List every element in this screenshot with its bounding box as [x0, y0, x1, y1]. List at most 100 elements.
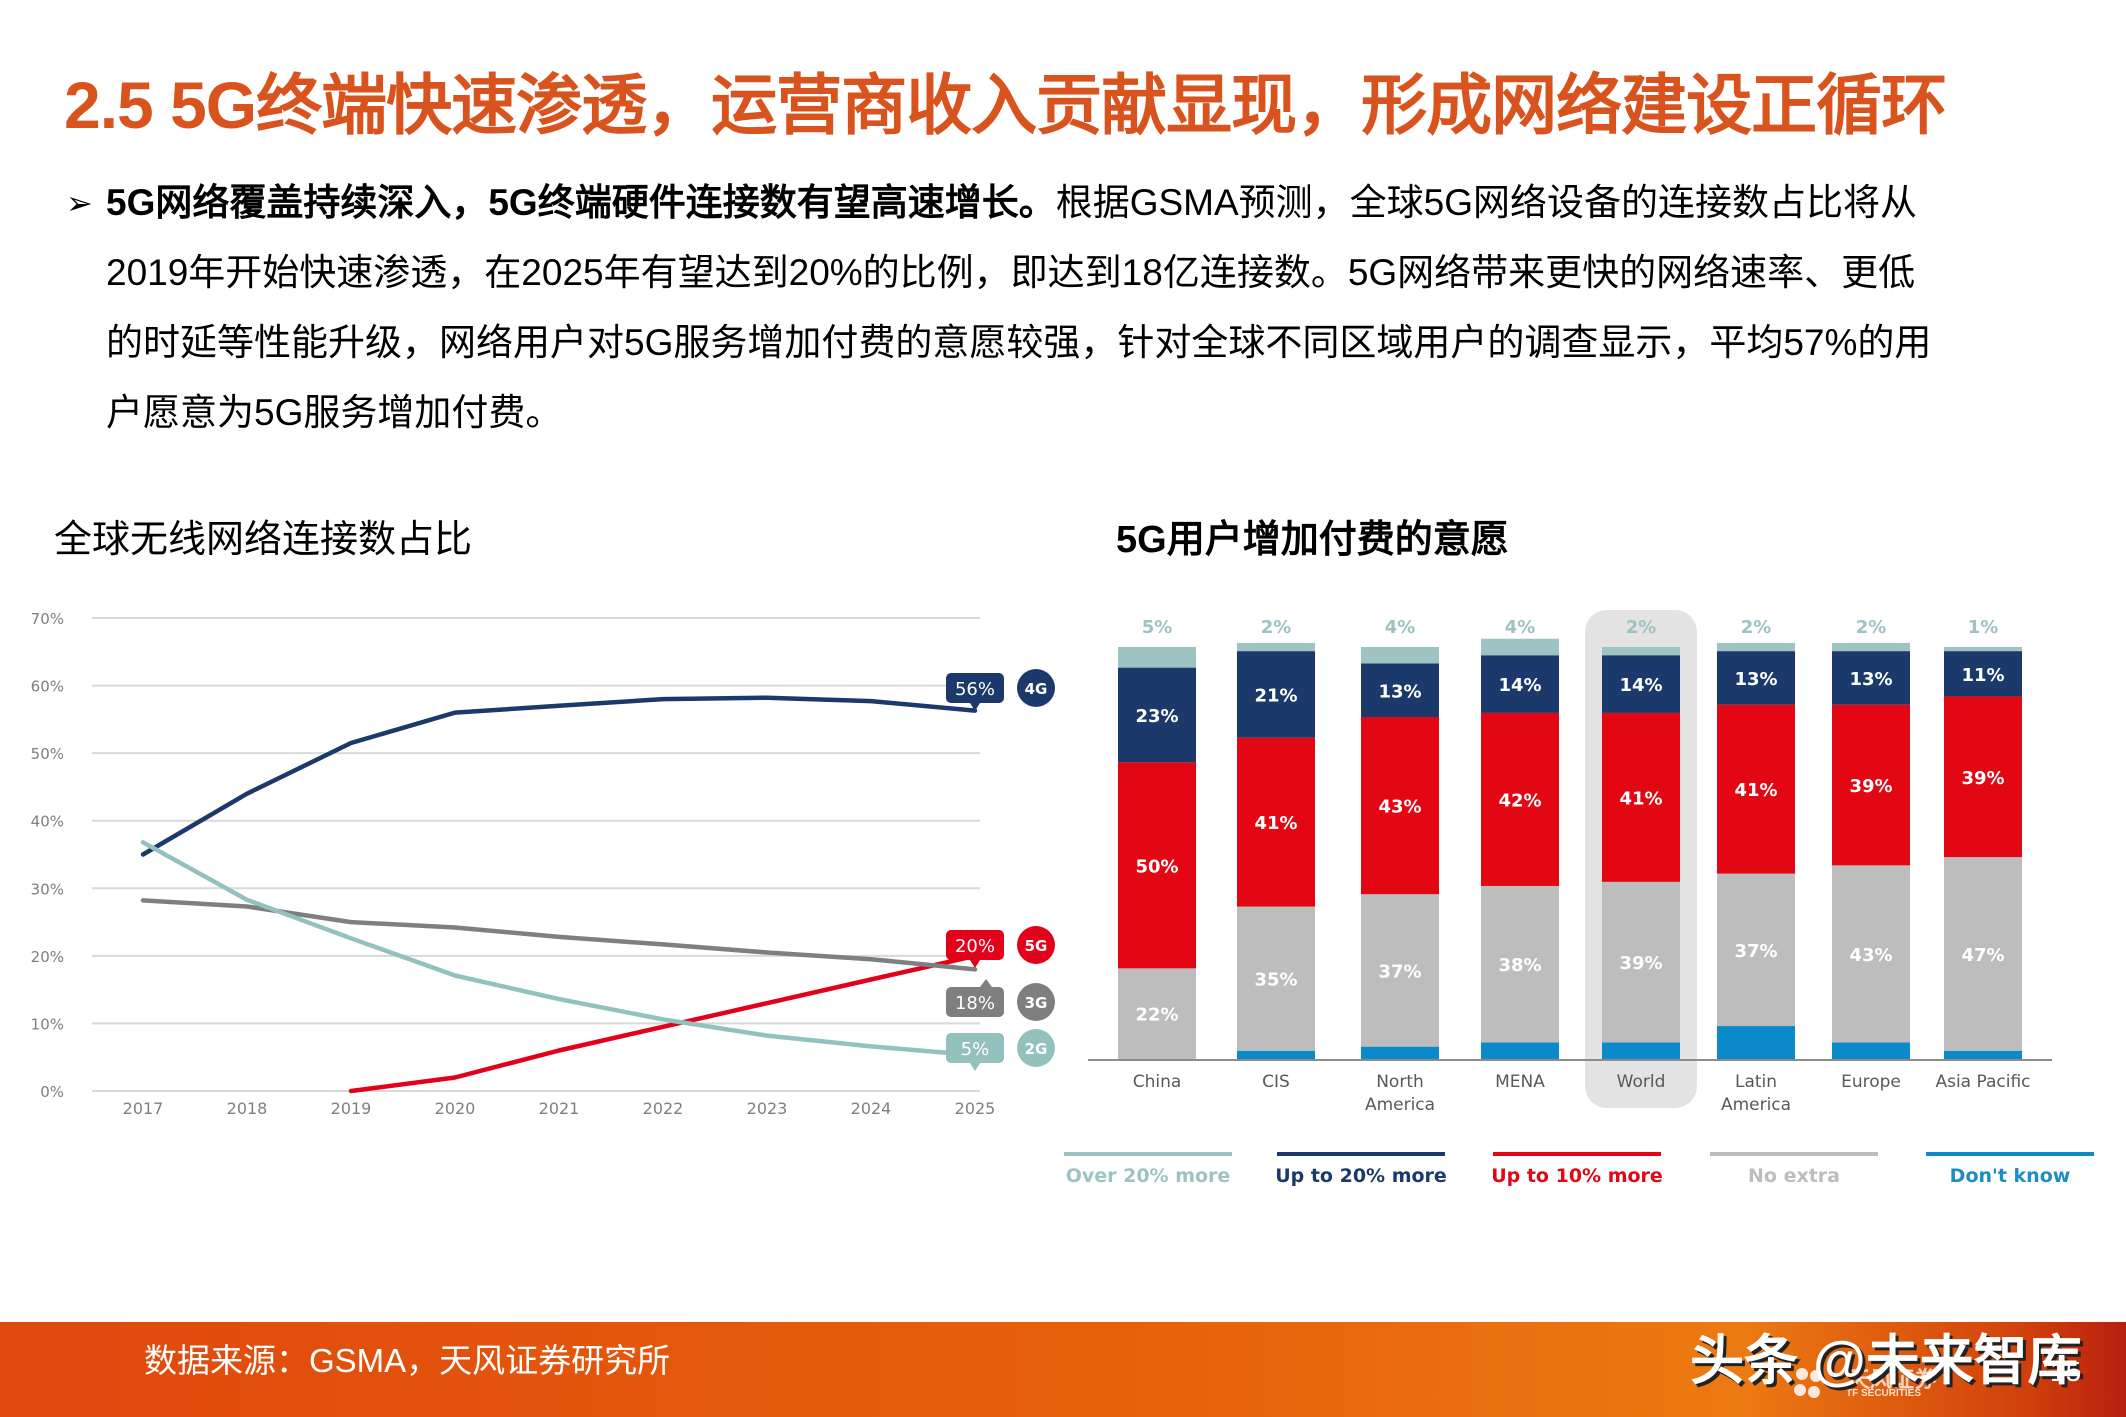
- segment-label: 37%: [1378, 961, 1421, 982]
- legend-item: Up to 20% more: [1275, 1152, 1447, 1187]
- x-tick-label: 2019: [331, 1099, 372, 1118]
- bar-group: 4%38%42%14%4%MENA: [1451, 617, 1589, 1092]
- legend-swatch: [1277, 1152, 1445, 1156]
- category-label: America: [1365, 1095, 1435, 1115]
- bar-segment: [1481, 655, 1559, 713]
- value-callout: [946, 1033, 1004, 1063]
- category-label: Asia Pacific: [1935, 1072, 2030, 1092]
- bar-segment: [1481, 712, 1559, 886]
- end-value-label: 20%: [955, 936, 995, 957]
- page-number: 15: [2050, 1356, 2082, 1387]
- end-value-label: 18%: [955, 993, 995, 1014]
- logo-subtext: TF SECURITIES: [1846, 1388, 1922, 1399]
- bullet-line-3: 的时延等性能升级，网络用户对5G服务增加付费的意愿较强，针对全球不同区域用户的调…: [106, 322, 1932, 363]
- series-badge: [1017, 983, 1055, 1021]
- callout-pointer: [980, 979, 992, 987]
- bar-segment: [1118, 647, 1196, 668]
- bullet-text: 根据GSMA预测，全球5G网络设备的连接数占比将从: [1055, 182, 1918, 223]
- bar-segment: [1481, 638, 1559, 656]
- bar-segment: [1602, 1042, 1680, 1059]
- x-tick-label: 2025: [955, 1099, 996, 1118]
- legend-label: Up to 20% more: [1275, 1165, 1447, 1187]
- value-callout: [946, 673, 1004, 703]
- segment-label: 5%: [1142, 617, 1173, 638]
- y-tick-label: 10%: [31, 1015, 64, 1033]
- series-badge-label: 4G: [1025, 680, 1048, 698]
- x-tick-label: 2018: [227, 1099, 268, 1118]
- segment-label: 1%: [1968, 617, 1999, 638]
- segment-label: 43%: [1378, 797, 1421, 818]
- segment-label: 21%: [1254, 685, 1297, 706]
- segment-label: 39%: [1619, 953, 1662, 974]
- x-tick-label: 2024: [851, 1099, 892, 1118]
- category-label: America: [1721, 1095, 1791, 1115]
- segment-label: 39%: [1849, 776, 1892, 797]
- bullet-paragraph: ➢ 5G网络覆盖持续深入，5G终端硬件连接数有望高速增长。根据GSMA预测，全球…: [66, 168, 2056, 448]
- category-label: Latin: [1735, 1072, 1777, 1092]
- end-value-label: 56%: [955, 679, 995, 700]
- end-label-2g: 5% 2G: [946, 1029, 1055, 1071]
- callout-pointer: [970, 1063, 980, 1071]
- end-label-3g: 18% 3G: [946, 979, 1055, 1021]
- y-tick-label: 60%: [31, 678, 64, 696]
- x-tick-label: 2022: [643, 1099, 684, 1118]
- segment-label: 13%: [1849, 669, 1892, 690]
- line-chart: 0% 10% 20% 30% 40% 50% 60% 70% 2017 2018 2019 2020 2…: [31, 610, 1055, 1118]
- bar-segment: [1118, 667, 1196, 763]
- legend-label: Up to 10% more: [1491, 1165, 1663, 1187]
- bar-segment: [1717, 651, 1795, 705]
- segment-label: 41%: [1734, 780, 1777, 801]
- segment-label: 37%: [1734, 941, 1777, 962]
- bar-segment: [1602, 647, 1680, 656]
- segment-label: 4%: [1505, 617, 1536, 638]
- y-tick-label: 30%: [31, 880, 64, 898]
- bar-segment: [1944, 696, 2022, 858]
- bar-segment: [1481, 1042, 1559, 1059]
- series-badge-label: 3G: [1025, 994, 1048, 1012]
- segment-label: 2%: [1626, 617, 1657, 638]
- end-label-4g: 56% 4G: [946, 669, 1055, 711]
- footer-bar: 数据来源：GSMA，天风证券研究所 天风证券 TF SECURITIES 头条 …: [0, 1322, 2126, 1417]
- end-label-5g: 20% 5G: [946, 926, 1055, 968]
- series-badge: [1017, 1029, 1055, 1067]
- y-tick-label: 0%: [40, 1083, 64, 1101]
- y-tick-label: 20%: [31, 948, 64, 966]
- bar-segment: [1944, 857, 2022, 1051]
- legend-swatch: [1493, 1152, 1661, 1156]
- tf-securities-logo-icon: [1794, 1368, 1822, 1398]
- bar-segment: [1361, 894, 1439, 1047]
- x-tick-label: 2023: [747, 1099, 788, 1118]
- callout-pointer: [970, 703, 980, 711]
- value-callout: [946, 987, 1004, 1017]
- bar-chart: 0%22%50%23%5%China2%35%41%21%2%CIS3%37%4…: [1064, 610, 2094, 1187]
- x-tick-label: 2017: [123, 1099, 164, 1118]
- bar-segment: [1717, 1026, 1795, 1059]
- bar-segment: [1237, 906, 1315, 1051]
- bar-segment: [1832, 865, 1910, 1043]
- series-line-4g: [140, 695, 978, 857]
- bar-segment: [1832, 704, 1910, 866]
- series-line-3g: [140, 898, 978, 972]
- legend-label: Don't know: [1950, 1165, 2071, 1187]
- bar-group: 2%47%39%11%1%Asia Pacific: [1914, 617, 2052, 1092]
- bullet-headline: 5G网络覆盖持续深入，5G终端硬件连接数有望高速增长。: [106, 182, 1056, 223]
- y-tick-label: 50%: [31, 745, 64, 763]
- bar-segment: [1602, 655, 1680, 713]
- legend-item: No extra: [1710, 1152, 1878, 1187]
- segment-label: 41%: [1619, 788, 1662, 809]
- page-title: 2.5 5G终端快速渗透，运营商收入贡献显现，形成网络建设正循环: [64, 68, 1947, 142]
- series-line-2g: [140, 840, 978, 1058]
- segment-label: 42%: [1498, 790, 1541, 811]
- bar-group: 4%39%41%14%2%World: [1572, 617, 1710, 1092]
- line-chart-title: 全球无线网络连接数占比: [54, 519, 473, 561]
- bar-segment: [1602, 881, 1680, 1043]
- series-badge-label: 5G: [1025, 937, 1048, 955]
- bar-segment: [1361, 647, 1439, 664]
- segment-label: 43%: [1849, 945, 1892, 966]
- bar-segment: [1832, 642, 1910, 652]
- bar-segment: [1237, 651, 1315, 738]
- category-label: North: [1376, 1072, 1424, 1092]
- bullet-line-2: 2019年开始快速渗透，在2025年有望达到20%的比例，即达到18亿连接数。5…: [106, 252, 1916, 293]
- series-badge: [1017, 926, 1055, 964]
